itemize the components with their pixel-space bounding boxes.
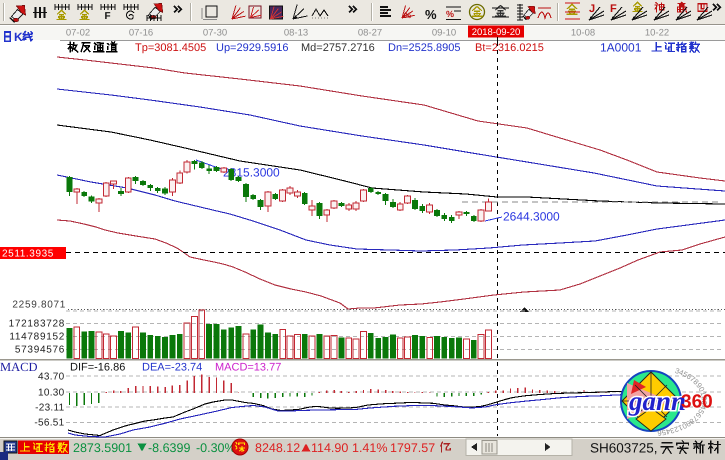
svg-text:07-30: 07-30 [203, 28, 227, 39]
svg-text:1797.57: 1797.57 [390, 441, 435, 455]
svg-text:09-10: 09-10 [432, 28, 456, 39]
svg-text:F: F [105, 11, 111, 22]
svg-text:07-02: 07-02 [66, 28, 90, 39]
svg-text:F: F [610, 3, 617, 15]
svg-text:Tp=3081.4505: Tp=3081.4505 [135, 42, 206, 54]
svg-text:2815.3000: 2815.3000 [223, 166, 280, 180]
svg-text:-8.6399: -8.6399 [148, 441, 190, 455]
svg-text:43.70: 43.70 [38, 371, 65, 382]
svg-text:K: K [14, 30, 23, 44]
svg-text:2018-09-20: 2018-09-20 [472, 27, 521, 38]
svg-text:Bt=2316.0215: Bt=2316.0215 [475, 42, 544, 54]
svg-text:Up=2929.5916: Up=2929.5916 [216, 42, 288, 54]
svg-text:%: % [404, 11, 411, 20]
svg-text:114789152: 114789152 [9, 332, 65, 343]
svg-text:07-16: 07-16 [129, 28, 153, 39]
svg-text:J: J [589, 3, 595, 15]
svg-text:DIF=-16.86: DIF=-16.86 [70, 362, 125, 374]
svg-text:57394576: 57394576 [15, 345, 65, 356]
svg-text:MACD: MACD [0, 360, 38, 374]
svg-text:1A0001: 1A0001 [600, 41, 642, 55]
svg-text:-23.11: -23.11 [35, 402, 65, 413]
svg-text:10-08: 10-08 [571, 28, 595, 39]
svg-text:MACD=13.77: MACD=13.77 [215, 362, 281, 374]
svg-text:%: % [446, 9, 454, 19]
svg-text:114.90: 114.90 [311, 441, 348, 455]
svg-text:08-13: 08-13 [284, 28, 308, 39]
svg-text:8248.12: 8248.12 [255, 441, 300, 455]
svg-text:2644.3000: 2644.3000 [503, 210, 560, 224]
svg-text:2511.3935: 2511.3935 [2, 249, 54, 260]
svg-text:1.41%: 1.41% [352, 441, 387, 455]
svg-text:%: % [425, 7, 437, 22]
svg-text:08-27: 08-27 [358, 28, 382, 39]
svg-text:DEA=-23.74: DEA=-23.74 [142, 362, 202, 374]
svg-text:10.30: 10.30 [38, 387, 65, 398]
svg-text:2259.8071: 2259.8071 [12, 299, 66, 310]
svg-text:gann: gann [628, 386, 686, 416]
svg-text:Md=2757.2716: Md=2757.2716 [301, 42, 375, 54]
svg-text:-0.30%: -0.30% [196, 441, 236, 455]
svg-text:SH603725,: SH603725, [590, 441, 658, 456]
svg-text:10-22: 10-22 [645, 28, 669, 39]
svg-text:gann: gann [628, 386, 686, 416]
svg-text:360: 360 [681, 392, 713, 413]
svg-text:172183728: 172183728 [9, 319, 65, 330]
svg-text:2873.5901: 2873.5901 [73, 441, 132, 455]
svg-text:-56.51: -56.51 [34, 418, 64, 429]
svg-text:Dn=2525.8905: Dn=2525.8905 [388, 42, 460, 54]
